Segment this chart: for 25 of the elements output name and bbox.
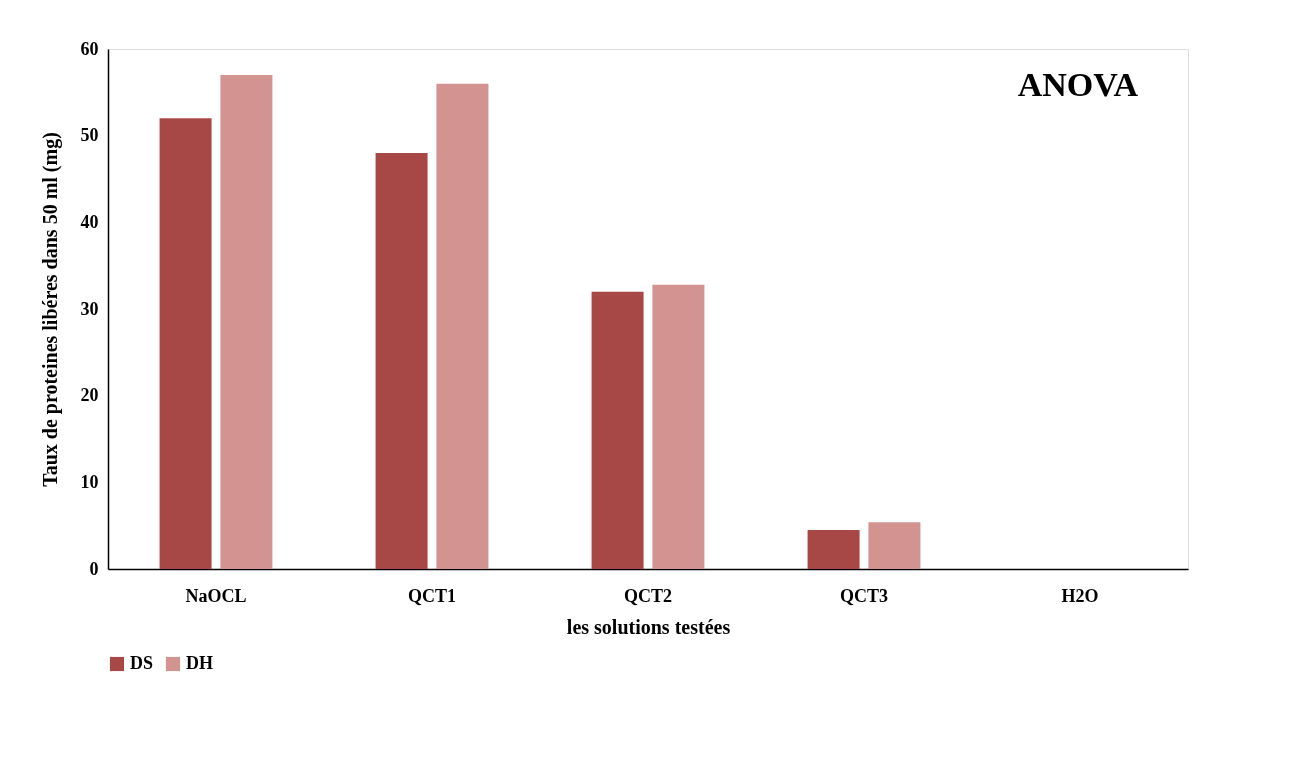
legend-label: DS <box>130 653 154 673</box>
bar <box>652 284 705 569</box>
y-tick-label: 20 <box>80 385 99 406</box>
y-tick-label: 60 <box>80 38 99 59</box>
bar <box>375 153 428 569</box>
bar <box>591 291 644 569</box>
annotation: ANOVA <box>1017 66 1139 103</box>
x-tick-label: QCT2 <box>623 585 673 606</box>
bar <box>220 75 273 569</box>
y-tick-label: 10 <box>80 471 99 492</box>
bar <box>159 118 212 569</box>
y-tick-label: 0 <box>89 558 99 579</box>
y-axis-title: Taux de proteines libéres dans 50 ml (mg) <box>38 132 62 487</box>
y-tick-label: 30 <box>80 298 99 319</box>
x-axis-title: les solutions testées <box>566 615 731 638</box>
legend-label: DH <box>186 653 213 673</box>
y-tick-label: 40 <box>80 211 99 232</box>
bar <box>807 530 860 569</box>
x-tick-label: QCT1 <box>407 585 457 606</box>
y-tick-label: 50 <box>80 125 99 146</box>
bar <box>868 522 921 569</box>
x-tick-label: QCT3 <box>839 585 889 606</box>
x-tick-label: NaOCL <box>185 585 247 606</box>
x-tick-label: H2O <box>1061 585 1099 606</box>
bar <box>436 83 489 569</box>
